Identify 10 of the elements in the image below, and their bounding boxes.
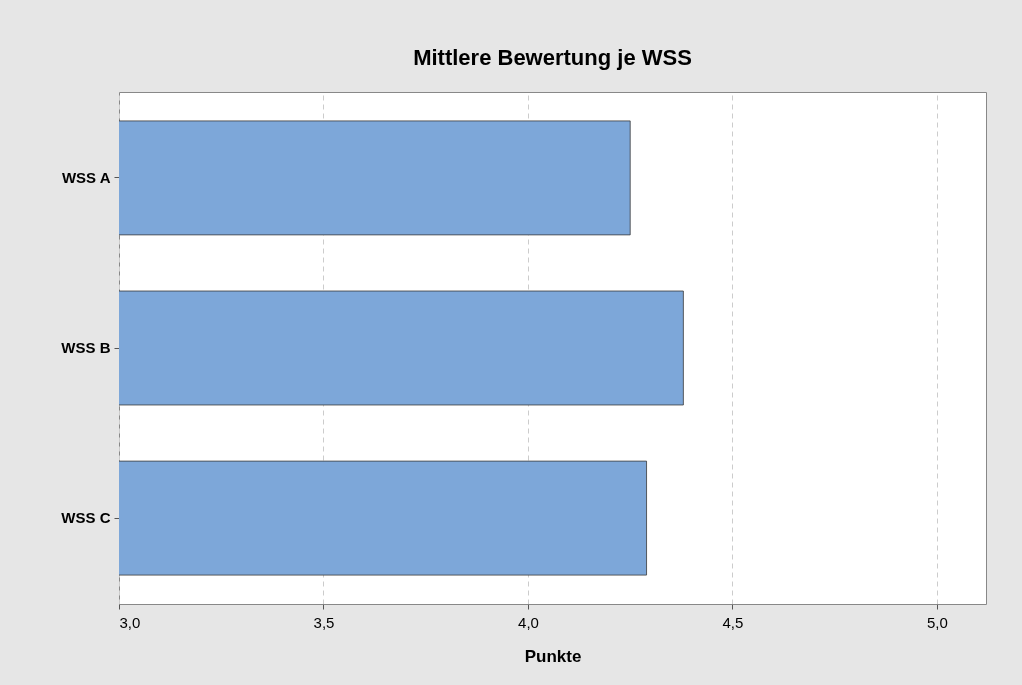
x-tick-label: 4,5 xyxy=(722,613,744,631)
y-tick-label: WSS A xyxy=(61,168,111,186)
chart-title: Mittlere Bewertung je WSS xyxy=(413,45,692,70)
x-tick-label: 5,0 xyxy=(926,613,948,631)
x-axis-title: Punkte xyxy=(524,646,582,666)
x-tick-label: 3,5 xyxy=(313,613,335,631)
x-tick-label: 4,0 xyxy=(518,613,539,631)
x-tick-label: 3,0 xyxy=(119,613,141,631)
y-tick-label: WSS C xyxy=(61,509,111,527)
y-tick-label: WSS B xyxy=(61,339,111,356)
